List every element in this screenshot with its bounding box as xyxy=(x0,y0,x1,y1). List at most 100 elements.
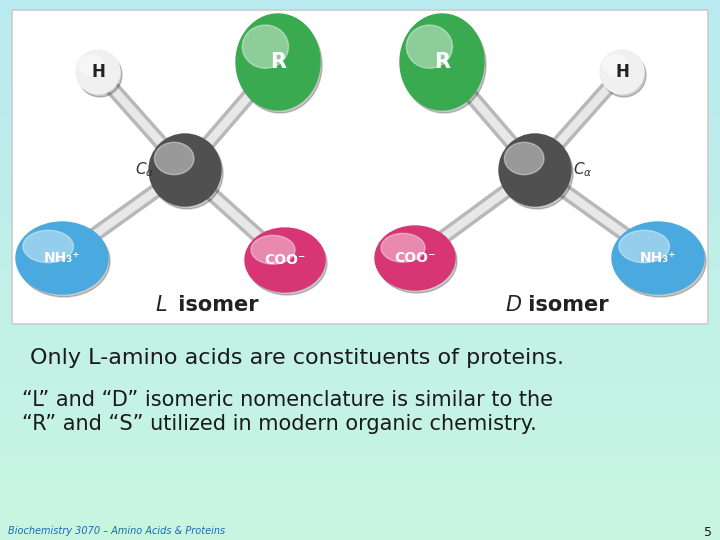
Text: H: H xyxy=(91,63,105,81)
Bar xyxy=(0,12,720,13)
Bar xyxy=(0,482,720,483)
Bar xyxy=(0,248,720,249)
Bar xyxy=(0,267,720,268)
Bar xyxy=(0,93,720,94)
Bar xyxy=(0,358,720,359)
Bar xyxy=(0,84,720,85)
Bar xyxy=(0,338,720,339)
Bar xyxy=(0,495,720,496)
Text: NH₃⁺: NH₃⁺ xyxy=(44,251,80,265)
Bar xyxy=(0,347,720,348)
Bar xyxy=(0,270,720,271)
Bar xyxy=(0,380,720,381)
Bar xyxy=(0,79,720,80)
Bar xyxy=(0,108,720,109)
Ellipse shape xyxy=(76,50,120,94)
Bar xyxy=(0,123,720,124)
Ellipse shape xyxy=(245,228,325,292)
Bar xyxy=(0,446,720,447)
Bar xyxy=(0,511,720,512)
Bar xyxy=(0,521,720,522)
Ellipse shape xyxy=(251,235,295,264)
Bar xyxy=(0,189,720,190)
Bar xyxy=(0,533,720,534)
Bar xyxy=(0,83,720,84)
Bar xyxy=(0,527,720,528)
Bar xyxy=(0,72,720,73)
Bar xyxy=(0,37,720,38)
Bar xyxy=(0,502,720,503)
Bar xyxy=(0,25,720,26)
Bar xyxy=(0,178,720,179)
Text: isomer: isomer xyxy=(171,295,258,315)
Bar xyxy=(0,322,720,323)
Bar xyxy=(0,38,720,39)
Bar xyxy=(0,420,720,421)
Bar xyxy=(0,354,720,355)
Bar xyxy=(0,74,720,75)
Bar xyxy=(0,202,720,203)
Bar xyxy=(0,303,720,304)
Bar xyxy=(0,323,720,324)
Bar xyxy=(0,100,720,101)
Bar xyxy=(0,257,720,258)
Bar xyxy=(0,461,720,462)
Bar xyxy=(0,281,720,282)
Bar xyxy=(0,188,720,189)
Bar xyxy=(0,239,720,240)
Bar xyxy=(0,512,720,513)
Bar xyxy=(0,432,720,433)
Bar xyxy=(0,49,720,50)
Bar xyxy=(0,30,720,31)
Bar xyxy=(0,410,720,411)
Bar xyxy=(0,326,720,327)
Bar xyxy=(0,524,720,525)
Bar xyxy=(0,254,720,255)
Bar xyxy=(0,23,720,24)
Bar xyxy=(0,374,720,375)
Bar xyxy=(0,48,720,49)
Bar xyxy=(0,483,720,484)
Bar xyxy=(0,261,720,262)
Bar xyxy=(0,278,720,279)
Bar xyxy=(0,233,720,234)
Bar xyxy=(0,271,720,272)
Bar xyxy=(0,43,720,44)
Bar xyxy=(0,54,720,55)
Bar xyxy=(0,397,720,398)
Bar xyxy=(0,185,720,186)
Bar xyxy=(0,136,720,137)
Bar xyxy=(0,292,720,293)
Bar xyxy=(0,170,720,171)
FancyBboxPatch shape xyxy=(12,10,708,324)
Bar xyxy=(0,265,720,266)
Bar xyxy=(0,199,720,200)
Bar xyxy=(0,118,720,119)
Bar xyxy=(0,334,720,335)
Bar xyxy=(0,291,720,292)
Bar xyxy=(0,240,720,241)
Bar xyxy=(0,535,720,536)
Bar xyxy=(0,516,720,517)
Bar xyxy=(0,223,720,224)
Bar xyxy=(0,497,720,498)
Bar xyxy=(0,311,720,312)
Bar xyxy=(0,221,720,222)
Bar xyxy=(0,367,720,368)
Bar xyxy=(0,415,720,416)
Bar xyxy=(0,513,720,514)
Bar xyxy=(0,266,720,267)
Bar xyxy=(0,529,720,530)
Bar xyxy=(0,339,720,340)
Bar xyxy=(0,58,720,59)
Bar xyxy=(0,456,720,457)
Bar xyxy=(0,29,720,30)
Bar xyxy=(0,166,720,167)
Bar xyxy=(0,504,720,505)
Bar xyxy=(0,235,720,236)
Bar xyxy=(0,91,720,92)
Bar xyxy=(0,31,720,32)
Bar xyxy=(0,35,720,36)
Text: Biochemistry 3070 – Amino Acids & Proteins: Biochemistry 3070 – Amino Acids & Protei… xyxy=(8,526,225,536)
Bar xyxy=(0,10,720,11)
